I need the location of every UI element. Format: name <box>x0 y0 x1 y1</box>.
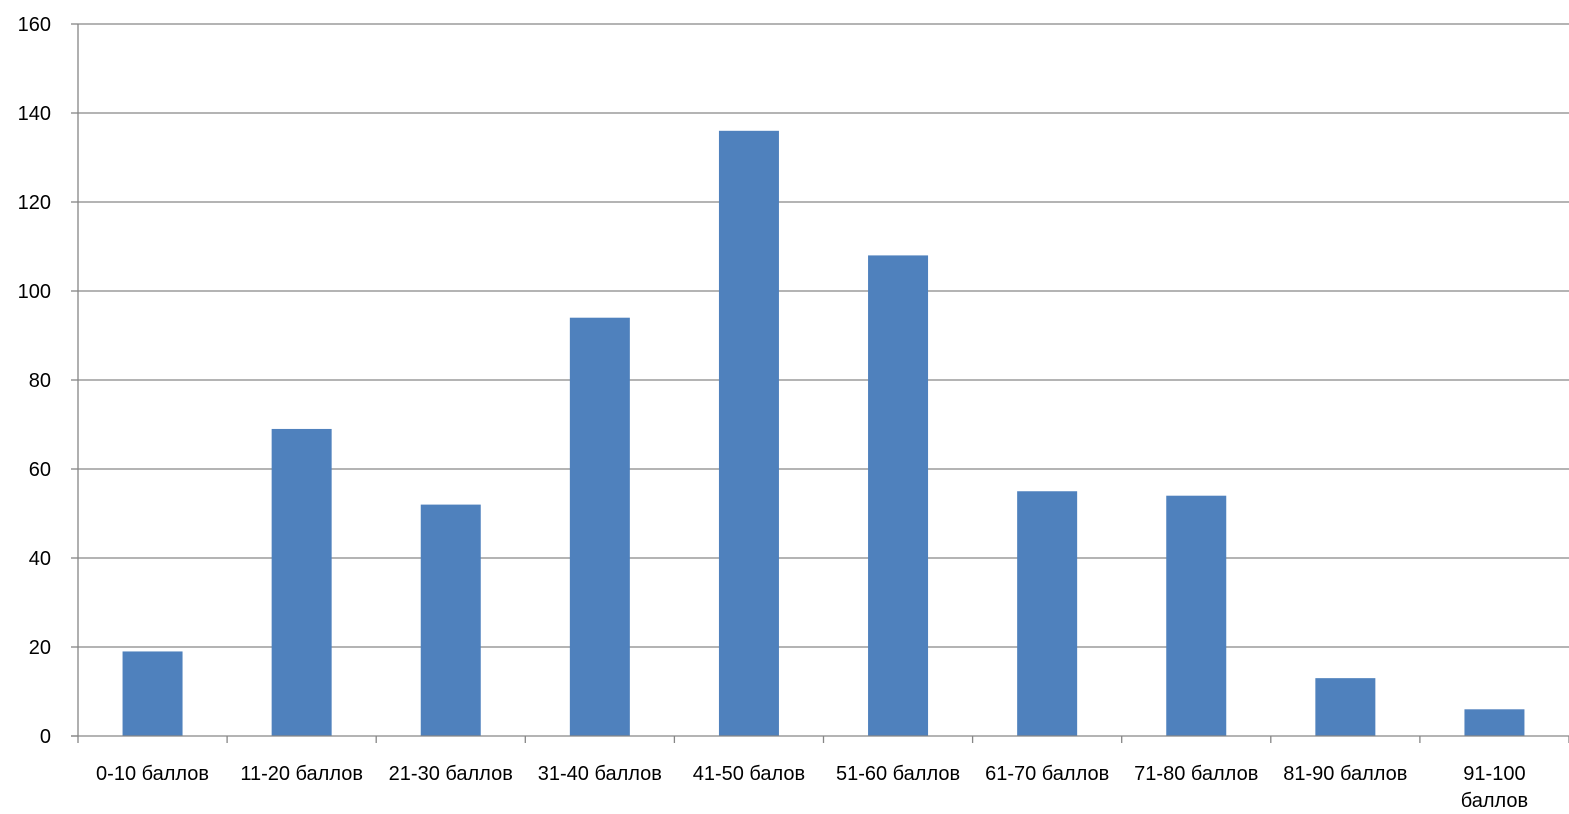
y-tick-label: 20 <box>29 637 51 659</box>
x-tick-label: 41-50 балов <box>693 763 805 785</box>
bar-7 <box>1017 491 1078 736</box>
x-tick-label: 51-60 баллов <box>836 763 960 785</box>
x-tick-label: 71-80 баллов <box>1134 763 1258 785</box>
bar-8 <box>1166 495 1227 736</box>
axes <box>71 23 1569 743</box>
y-tick-label: 140 <box>18 103 51 125</box>
y-tick-label: 100 <box>18 281 51 303</box>
y-tick-label: 40 <box>29 548 51 570</box>
bar-1 <box>122 651 183 736</box>
x-tick-labels: 0-10 баллов 11-20 баллов 21-30 баллов 31-40… <box>96 763 1528 812</box>
x-tick-label: 61-70 баллов <box>985 763 1109 785</box>
x-tick-label: 0-10 баллов <box>96 763 209 785</box>
x-tick-label: 11-20 баллов <box>240 763 363 785</box>
y-tick-label: 60 <box>29 459 51 481</box>
bars <box>122 130 1525 737</box>
bar-9 <box>1315 678 1376 736</box>
y-tick-label: 160 <box>18 14 51 36</box>
y-tick-label: 0 <box>40 726 51 748</box>
y-tick-label: 80 <box>29 370 51 392</box>
y-tick-label: 120 <box>18 192 51 214</box>
bar-5 <box>718 130 779 737</box>
bar-6 <box>868 255 929 736</box>
x-tick-label: 31-40 баллов <box>538 763 662 785</box>
bar-3 <box>420 504 481 736</box>
y-tick-labels: 0 20 40 60 80 100 120 140 160 <box>18 14 51 748</box>
bar-2 <box>271 428 332 736</box>
bar-10 <box>1464 709 1525 736</box>
x-tick-label: 81-90 баллов <box>1283 763 1407 785</box>
x-tick-label: 91-100 баллов <box>1461 763 1528 812</box>
x-tick-label: 21-30 баллов <box>389 763 513 785</box>
bar-4 <box>569 317 630 736</box>
